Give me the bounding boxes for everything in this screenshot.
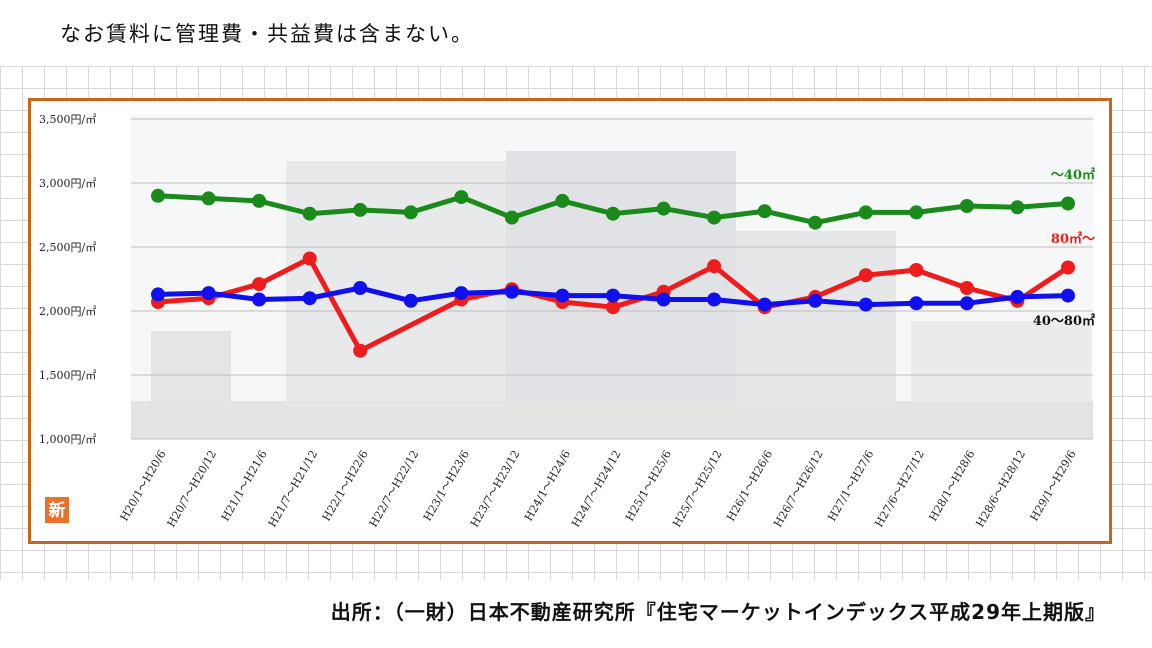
- data-point: [757, 297, 772, 312]
- x-tick-label: H23/7～H23/12: [468, 448, 523, 529]
- y-axis-ticks: 1,000円/㎡ 1,500円/㎡ 2,000円/㎡ 2,500円/㎡ 3,000円/㎡…: [39, 113, 96, 446]
- data-point: [656, 201, 671, 216]
- chart-frame: 1,000円/㎡ 1,500円/㎡ 2,000円/㎡ 2,500円/㎡ 3,000円/㎡…: [28, 98, 1112, 544]
- data-point: [707, 292, 722, 307]
- data-point: [353, 281, 368, 295]
- y-tick-label: 2,500円/㎡: [39, 241, 96, 254]
- data-point: [858, 205, 873, 220]
- data-point: [1061, 196, 1075, 211]
- x-tick-label: H24/7～H24/12: [569, 448, 624, 529]
- data-point: [1061, 288, 1075, 303]
- source-text: 出所：（一財）日本不動産研究所『住宅マーケットインデックス平成29年上期版』: [330, 600, 1106, 624]
- data-point: [656, 292, 671, 307]
- data-point: [808, 293, 823, 308]
- data-point: [302, 206, 317, 221]
- data-point: [403, 293, 418, 308]
- x-tick-label: H20/7～H20/12: [165, 448, 220, 529]
- x-tick-label: H26/7～H26/12: [771, 448, 826, 529]
- data-point: [606, 300, 620, 315]
- data-point: [201, 286, 216, 301]
- x-tick-label: H22/7～H22/12: [367, 448, 422, 529]
- data-point: [959, 281, 974, 295]
- x-tick-label: H23/1～H23/6: [421, 448, 472, 523]
- data-point: [454, 286, 469, 301]
- data-point: [302, 251, 317, 266]
- x-tick-label: H25/7～H25/12: [670, 448, 725, 529]
- data-point: [959, 199, 974, 213]
- data-point: [504, 210, 519, 225]
- y-tick-label: 2,000円/㎡: [39, 305, 96, 318]
- data-point: [858, 297, 873, 312]
- data-point: [151, 188, 165, 203]
- data-point: [707, 210, 722, 225]
- x-tick-label: H22/1～H22/6: [320, 448, 371, 523]
- y-tick-label: 1,500円/㎡: [39, 369, 96, 382]
- data-point: [504, 284, 519, 299]
- y-tick-label: 3,000円/㎡: [39, 177, 96, 190]
- data-point: [403, 205, 418, 220]
- data-point: [808, 215, 823, 230]
- series-label: 40～80㎡: [1033, 313, 1095, 329]
- data-point: [555, 288, 570, 303]
- data-point: [1010, 289, 1025, 304]
- data-point: [707, 259, 722, 274]
- data-point: [858, 268, 873, 283]
- x-tick-label: H24/1～H24/6: [522, 448, 573, 523]
- data-point: [555, 193, 570, 208]
- data-point: [606, 288, 620, 303]
- data-point: [353, 343, 368, 358]
- new-badge-text: 新: [49, 500, 66, 521]
- data-point: [757, 204, 772, 219]
- series-label: ～40㎡: [1051, 167, 1095, 183]
- x-tick-label: H21/1～H21/6: [219, 448, 270, 523]
- x-tick-label: H28/6～H28/12: [973, 448, 1028, 529]
- x-tick-label: H27/6～H27/12: [872, 448, 927, 529]
- data-point: [909, 296, 924, 311]
- note-text: なお賃料に管理費・共益費は含まない。: [60, 22, 474, 46]
- rent-line-chart: 1,000円/㎡ 1,500円/㎡ 2,000円/㎡ 2,500円/㎡ 3,000円/㎡…: [39, 113, 1095, 529]
- data-point: [606, 206, 620, 221]
- x-tick-label: H29/1～H29/6: [1028, 448, 1079, 523]
- data-point: [252, 292, 267, 307]
- data-point: [909, 205, 924, 220]
- data-point: [1061, 260, 1075, 275]
- top-band: [0, 0, 1152, 66]
- data-point: [959, 296, 974, 311]
- series-labels: ～40㎡ 80㎡～ 40～80㎡: [1033, 167, 1095, 329]
- series-group: [151, 188, 1075, 230]
- x-tick-label: H20/1～H20/6: [118, 448, 169, 523]
- y-tick-label: 1,000円/㎡: [39, 433, 96, 446]
- x-tick-label: H25/1～H25/6: [623, 448, 674, 523]
- series-label: 80㎡～: [1051, 231, 1095, 247]
- data-point: [252, 193, 267, 208]
- x-tick-label: H27/1～H27/6: [825, 448, 876, 523]
- new-badge: 新: [45, 497, 69, 523]
- bottom-band: [0, 580, 1152, 648]
- x-tick-label: H28/1～H28/6: [926, 448, 977, 523]
- data-point: [909, 263, 924, 277]
- data-point: [151, 287, 165, 302]
- x-tick-label: H21/7～H21/12: [266, 448, 321, 529]
- series-lines: [151, 188, 1075, 358]
- data-point: [201, 191, 216, 206]
- x-tick-label: H26/1～H26/6: [724, 448, 775, 523]
- y-tick-label: 3,500円/㎡: [39, 113, 96, 126]
- series-group: [151, 281, 1075, 312]
- data-point: [302, 291, 317, 306]
- data-point: [1010, 200, 1025, 215]
- data-point: [353, 202, 368, 217]
- data-point: [454, 190, 469, 205]
- data-point: [252, 277, 267, 292]
